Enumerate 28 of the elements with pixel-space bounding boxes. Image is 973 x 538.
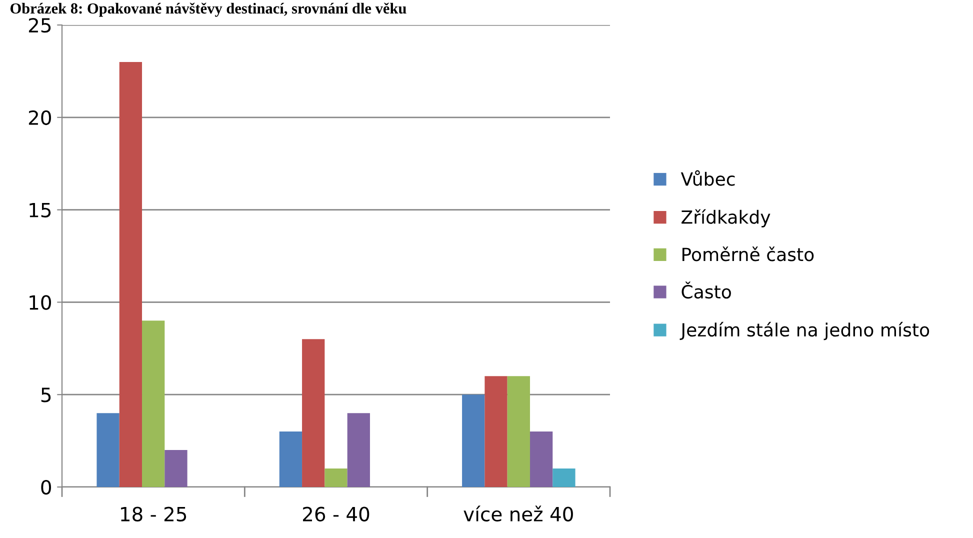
bar xyxy=(279,432,302,487)
x-tick-label: 26 - 40 xyxy=(302,506,370,522)
legend-label: Vůbec xyxy=(680,170,735,186)
bar xyxy=(462,394,485,487)
bar xyxy=(96,413,120,487)
legend-label: Jezdím stále na jedno místo xyxy=(680,322,930,340)
bar xyxy=(552,468,576,487)
y-tick-label: 25 xyxy=(28,18,51,33)
legend-label: Poměrně často xyxy=(682,246,814,262)
y-tick-label: 0 xyxy=(41,480,51,495)
y-tick-label: 10 xyxy=(30,295,51,310)
bar xyxy=(324,468,348,487)
legend-label: Zřídkakdy xyxy=(682,209,770,228)
bar xyxy=(347,413,370,487)
x-tick-label: více než 40 xyxy=(464,506,573,522)
bar xyxy=(164,450,188,487)
x-tick-label: 18 - 25 xyxy=(121,506,186,522)
y-tick-label: 15 xyxy=(30,203,51,218)
bar xyxy=(142,320,165,487)
bar xyxy=(119,62,142,487)
chart-title: Obrázek 8: Opakované návštěvy destinací, srovnání dle věku xyxy=(10,2,406,17)
bar xyxy=(507,376,530,487)
bar xyxy=(484,376,508,487)
bar xyxy=(302,339,325,487)
y-tick-label: 20 xyxy=(28,110,51,126)
y-tick-label: 5 xyxy=(41,388,51,402)
legend-label: Často xyxy=(682,282,731,299)
bar xyxy=(530,432,553,487)
